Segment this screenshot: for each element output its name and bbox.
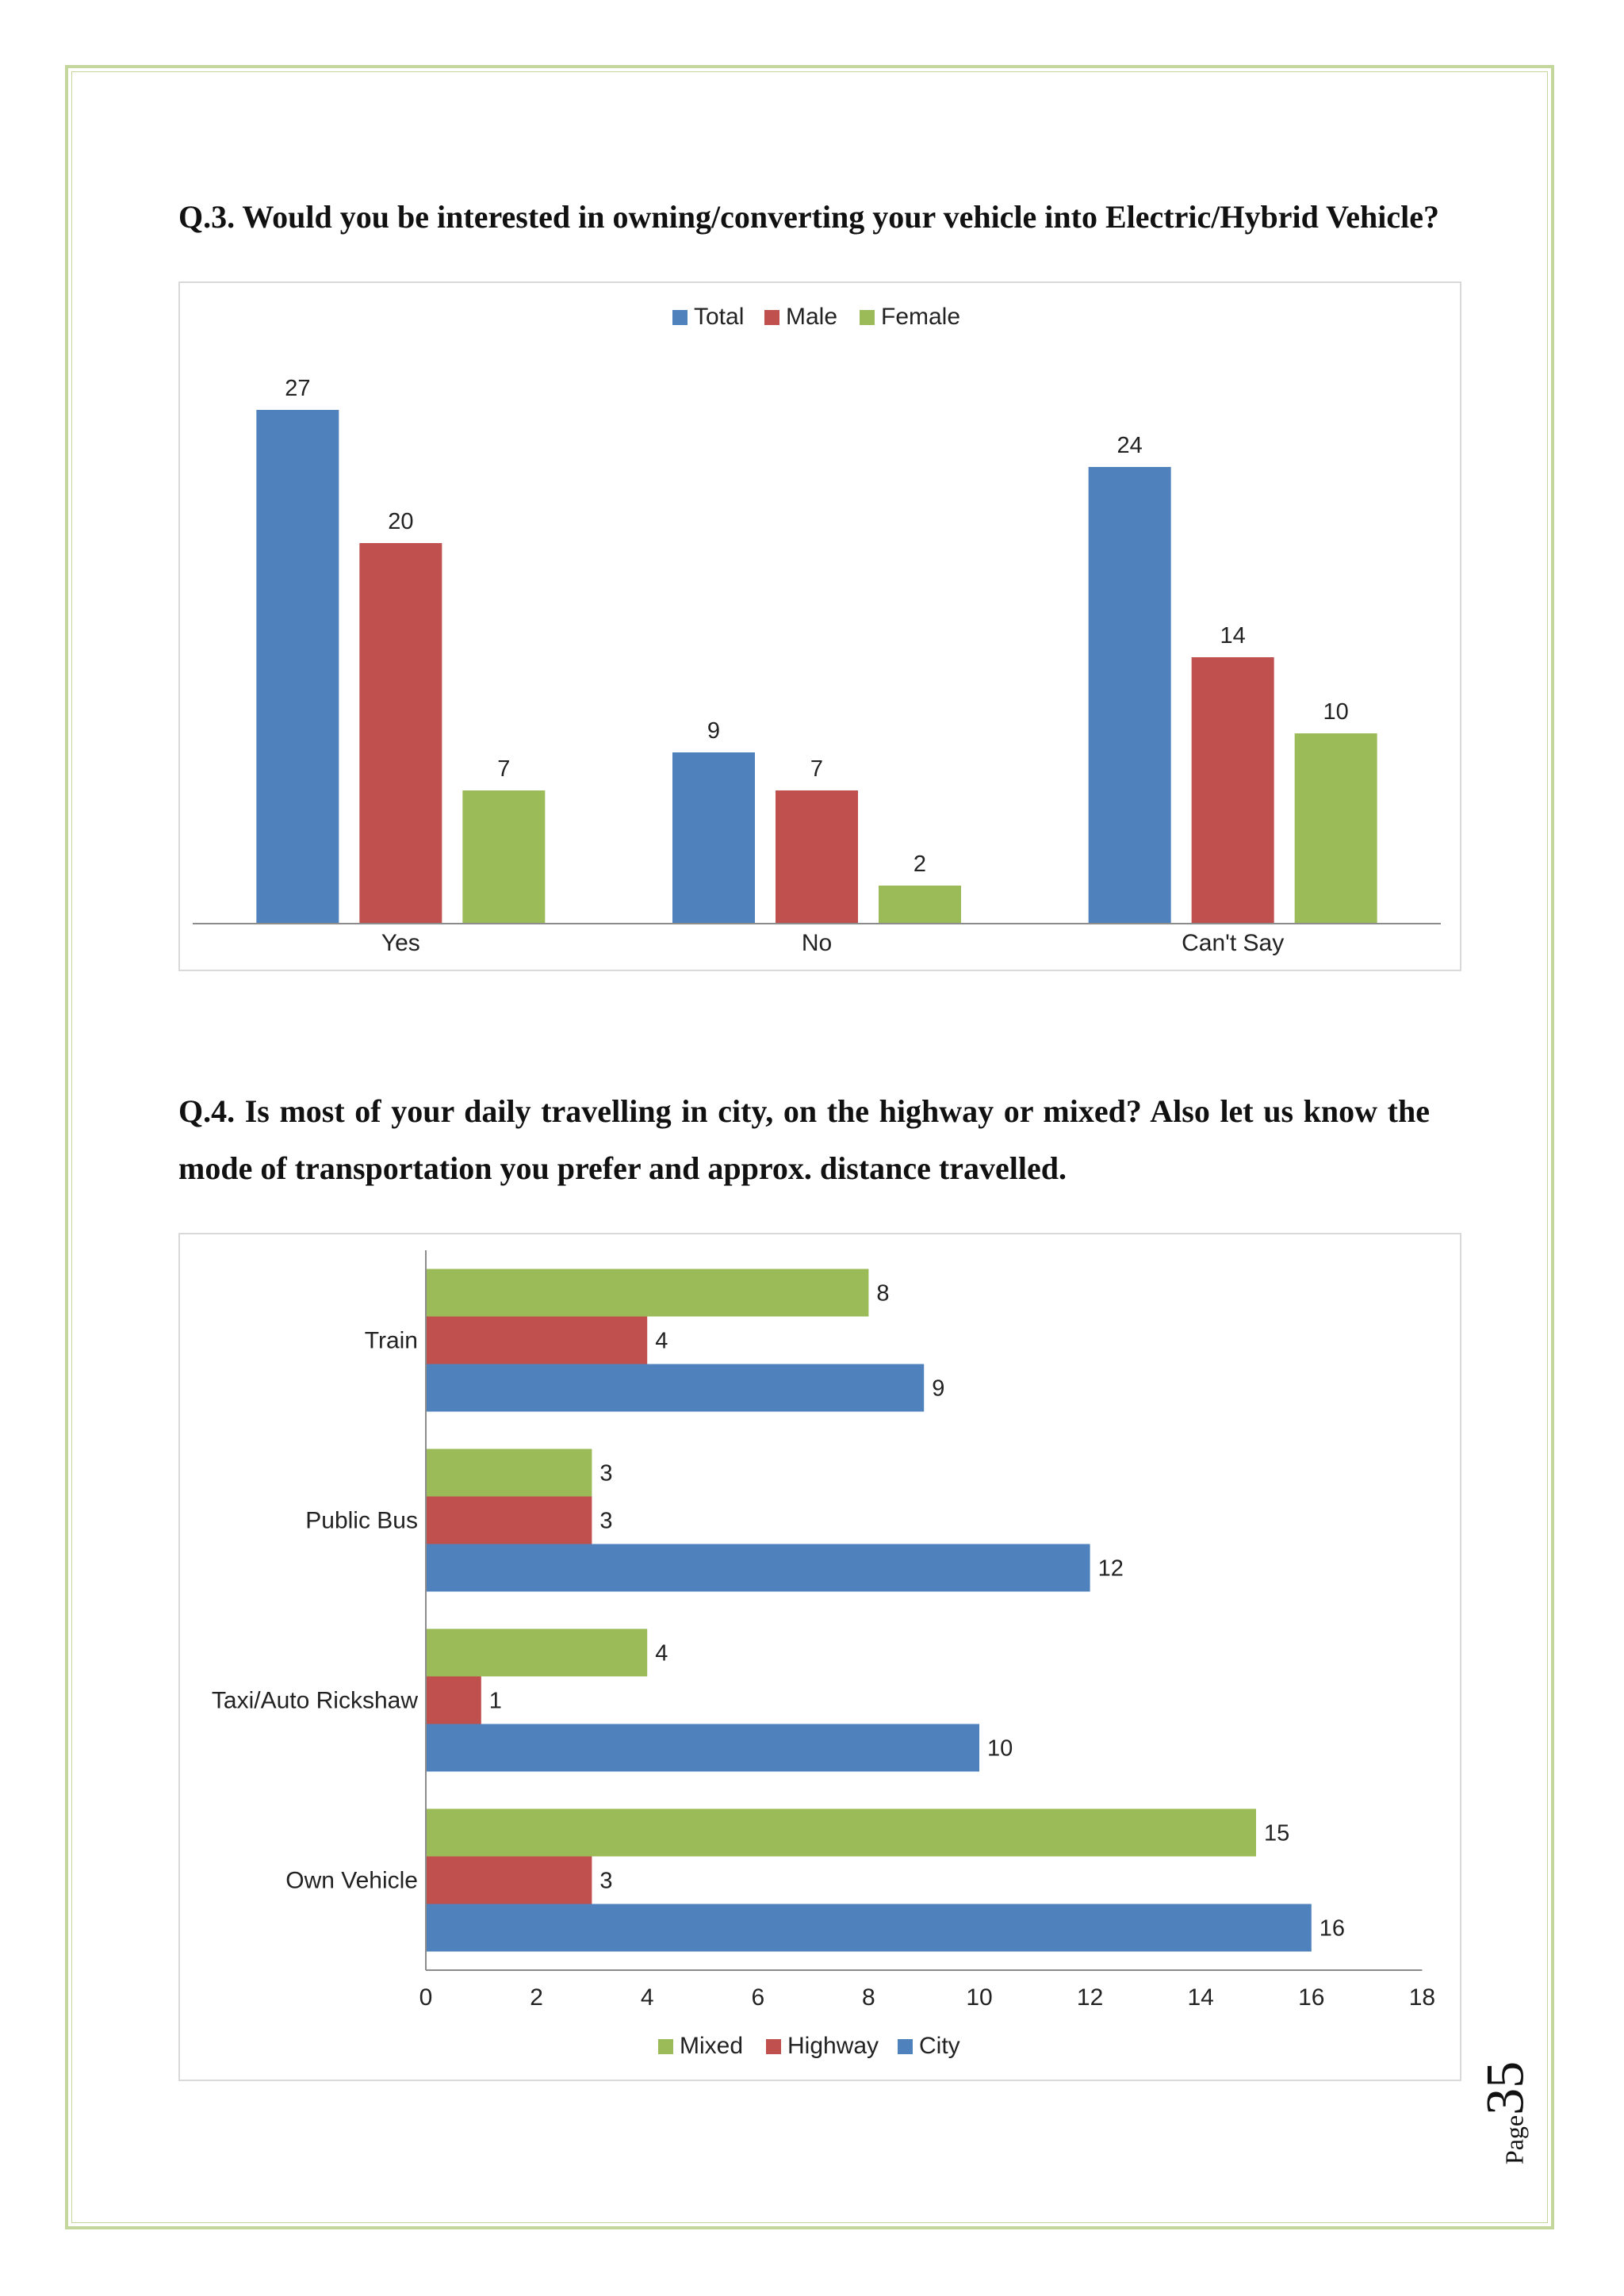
bar-city-taxi-auto-rickshaw: [426, 1724, 979, 1772]
bar-highway-public-bus: [426, 1496, 592, 1544]
bar-mixed-public-bus: [426, 1448, 592, 1497]
category-label-own-vehicle: Own Vehicle: [285, 1868, 418, 1894]
bar-highway-train: [426, 1316, 648, 1364]
q4-chart-svg: 15 3 16 Own Vehicle 4 1 10 Taxi/Auto Rickshaw 3 3…: [212, 1250, 1435, 2059]
bar-male-no: [776, 790, 858, 924]
bar-female-can-t-say: [1294, 733, 1377, 924]
data-label-total-no: 9: [707, 718, 720, 744]
legend-label-mixed: Mixed: [680, 2033, 743, 2059]
x-tick-label-2: 2: [530, 1984, 543, 2011]
q3-chart: Total Male Female 27 20 7 Yes 9 7 2 No 24 14 10 Can't …: [178, 281, 1461, 971]
data-label-total-can-t-say: 24: [1117, 433, 1143, 458]
x-tick-label-16: 16: [1298, 1984, 1324, 2011]
data-label-mixed-train: 8: [876, 1281, 889, 1307]
bar-city-train: [426, 1364, 925, 1412]
legend-swatch-male: [764, 310, 779, 325]
q3-chart-svg: Total Male Female 27 20 7 Yes 9 7 2 No 24 14 10 Can't …: [193, 304, 1441, 956]
data-label-city-train: 9: [932, 1376, 944, 1402]
bar-male-can-t-say: [1191, 657, 1274, 924]
data-label-male-yes: 20: [388, 509, 413, 534]
data-label-highway-train: 4: [655, 1329, 668, 1354]
legend-label-female: Female: [881, 304, 960, 330]
x-tick-label-0: 0: [419, 1984, 433, 2011]
q3-question-title: Q.3. Would you be interested in owning/c…: [178, 199, 1440, 235]
bar-total-no: [672, 752, 755, 924]
data-label-female-yes: 7: [497, 756, 510, 782]
legend-swatch-city: [898, 2039, 913, 2054]
bar-female-yes: [462, 790, 546, 924]
data-label-highway-taxi-auto-rickshaw: 1: [489, 1689, 502, 1714]
bar-male-yes: [359, 543, 442, 924]
q4-question-title: Q.4. Is most of your daily travelling in…: [178, 1093, 1430, 1186]
bar-city-public-bus: [426, 1544, 1090, 1592]
x-tick-label-8: 8: [862, 1984, 875, 2011]
bar-total-can-t-say: [1088, 467, 1171, 924]
data-label-city-public-bus: 12: [1098, 1556, 1124, 1582]
category-label-yes: Yes: [381, 930, 420, 956]
page-border: [65, 65, 1554, 2229]
x-tick-label-18: 18: [1409, 1984, 1435, 2011]
category-label-train: Train: [365, 1328, 418, 1354]
bar-highway-own-vehicle: [426, 1856, 592, 1904]
category-label-no: No: [802, 930, 832, 956]
data-label-highway-public-bus: 3: [599, 1509, 612, 1534]
legend-label-total: Total: [694, 304, 744, 330]
page-number-word: Page: [1500, 2114, 1529, 2165]
data-label-female-can-t-say: 10: [1323, 699, 1349, 725]
data-label-city-own-vehicle: 16: [1320, 1916, 1345, 1942]
bar-female-no: [879, 886, 961, 924]
data-label-female-no: 2: [914, 851, 926, 877]
data-label-male-no: 7: [810, 756, 823, 782]
bar-mixed-taxi-auto-rickshaw: [426, 1628, 648, 1677]
x-tick-label-10: 10: [966, 1984, 992, 2011]
legend-swatch-total: [672, 310, 688, 325]
category-label-public-bus: Public Bus: [305, 1508, 418, 1534]
category-label-can-t-say: Can't Say: [1182, 930, 1284, 956]
x-tick-label-14: 14: [1188, 1984, 1214, 2011]
legend-swatch-highway: [766, 2039, 781, 2054]
page-number-value: 35: [1474, 2061, 1535, 2115]
x-tick-label-12: 12: [1077, 1984, 1103, 2011]
bar-city-own-vehicle: [426, 1904, 1312, 1952]
legend-label-city: City: [919, 2033, 960, 2059]
legend-swatch-mixed: [658, 2039, 673, 2054]
data-label-city-taxi-auto-rickshaw: 10: [987, 1736, 1013, 1762]
page-number: Page35: [1474, 2061, 1537, 2164]
data-label-total-yes: 27: [285, 376, 310, 401]
legend-label-male: Male: [786, 304, 837, 330]
data-label-mixed-public-bus: 3: [599, 1461, 612, 1487]
bar-mixed-own-vehicle: [426, 1808, 1256, 1857]
bar-total-yes: [256, 410, 339, 924]
bar-mixed-train: [426, 1269, 869, 1317]
data-label-mixed-own-vehicle: 15: [1264, 1821, 1289, 1846]
x-tick-label-6: 6: [751, 1984, 764, 2011]
data-label-male-can-t-say: 14: [1220, 623, 1246, 649]
data-label-highway-own-vehicle: 3: [599, 1869, 612, 1894]
bar-highway-taxi-auto-rickshaw: [426, 1676, 481, 1724]
data-label-mixed-taxi-auto-rickshaw: 4: [655, 1641, 668, 1667]
legend-swatch-female: [860, 310, 875, 325]
category-label-taxi-auto-rickshaw: Taxi/Auto Rickshaw: [212, 1688, 418, 1714]
x-tick-label-4: 4: [641, 1984, 654, 2011]
legend-label-highway: Highway: [787, 2033, 879, 2059]
q4-chart: 15 3 16 Own Vehicle 4 1 10 Taxi/Auto Rickshaw 3 3…: [178, 1233, 1461, 2081]
